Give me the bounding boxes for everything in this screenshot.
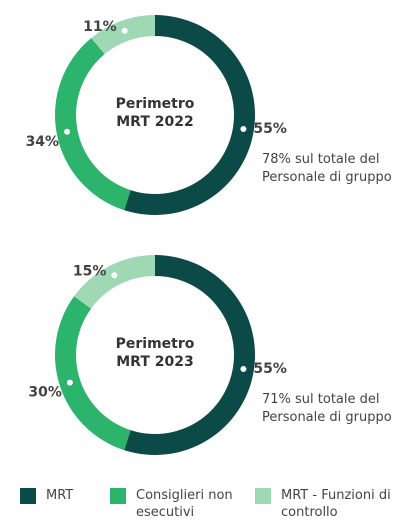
donut-segment (55, 296, 131, 451)
label-dot (62, 126, 73, 137)
legend-label: MRT - Funzioni di controllo (281, 488, 391, 520)
value-label: 34% (26, 134, 60, 150)
legend-label: MRT (46, 488, 74, 503)
label-dot (238, 364, 249, 375)
donut-segment (74, 255, 155, 309)
value-label: 11% (83, 19, 117, 35)
label-dot (238, 124, 249, 135)
chart-title: Perimetro MRT 2022 (115, 96, 195, 130)
legend-swatch (110, 488, 126, 504)
donut-segment (54, 37, 131, 211)
legend-label: Consiglieri non esecutivi (136, 488, 233, 520)
legend-swatch (255, 488, 271, 504)
label-dot (109, 270, 120, 281)
value-label: 30% (28, 385, 62, 401)
label-dot (119, 25, 130, 36)
donut-segment (124, 15, 255, 215)
value-label: 55% (253, 121, 287, 137)
legend-swatch (20, 488, 36, 504)
donut-segment (124, 255, 256, 456)
value-label: 15% (73, 263, 107, 279)
value-label: 55% (253, 361, 287, 377)
annotation: 78% sul totale del Personale di gruppo (262, 152, 392, 185)
label-dot (64, 377, 75, 388)
annotation: 71% sul totale del Personale di gruppo (262, 392, 392, 425)
chart-title: Perimetro MRT 2023 (115, 336, 195, 370)
